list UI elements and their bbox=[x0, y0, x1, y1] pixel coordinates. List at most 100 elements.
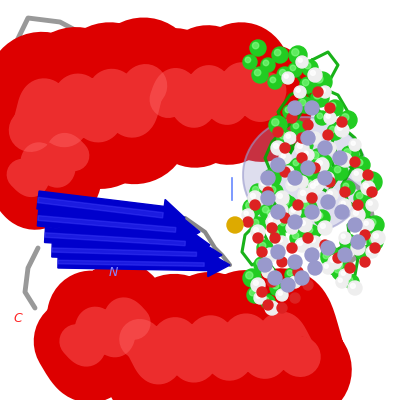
Circle shape bbox=[250, 217, 266, 233]
Circle shape bbox=[353, 210, 358, 215]
Circle shape bbox=[339, 232, 351, 244]
Circle shape bbox=[357, 247, 363, 253]
Circle shape bbox=[298, 218, 312, 232]
Circle shape bbox=[313, 87, 323, 97]
Circle shape bbox=[285, 107, 291, 113]
Circle shape bbox=[362, 172, 382, 192]
Circle shape bbox=[261, 171, 275, 185]
Circle shape bbox=[243, 269, 261, 287]
Circle shape bbox=[297, 97, 313, 113]
Circle shape bbox=[318, 141, 332, 155]
Circle shape bbox=[257, 287, 267, 297]
Circle shape bbox=[271, 158, 285, 172]
Circle shape bbox=[297, 153, 307, 163]
Circle shape bbox=[338, 278, 342, 282]
Circle shape bbox=[321, 195, 335, 209]
Circle shape bbox=[278, 158, 292, 172]
Circle shape bbox=[312, 179, 324, 191]
Circle shape bbox=[270, 77, 276, 83]
Circle shape bbox=[282, 166, 294, 178]
Circle shape bbox=[271, 228, 285, 242]
Circle shape bbox=[250, 200, 260, 210]
Circle shape bbox=[289, 46, 307, 64]
Circle shape bbox=[296, 176, 308, 188]
Circle shape bbox=[248, 191, 262, 205]
FancyArrow shape bbox=[45, 233, 185, 246]
Circle shape bbox=[339, 111, 357, 129]
Circle shape bbox=[266, 216, 278, 228]
Circle shape bbox=[268, 211, 282, 225]
Circle shape bbox=[297, 137, 313, 153]
Circle shape bbox=[320, 240, 330, 250]
Circle shape bbox=[301, 131, 315, 145]
Circle shape bbox=[350, 157, 360, 167]
Circle shape bbox=[242, 209, 254, 221]
Circle shape bbox=[291, 158, 305, 172]
Circle shape bbox=[264, 268, 268, 272]
Circle shape bbox=[266, 250, 270, 255]
Circle shape bbox=[324, 112, 336, 124]
Circle shape bbox=[289, 276, 301, 288]
Circle shape bbox=[297, 133, 307, 143]
Circle shape bbox=[273, 127, 283, 137]
Circle shape bbox=[357, 192, 363, 199]
Circle shape bbox=[283, 105, 297, 119]
Circle shape bbox=[311, 89, 329, 107]
Circle shape bbox=[299, 140, 306, 146]
Circle shape bbox=[296, 56, 308, 68]
Circle shape bbox=[310, 70, 315, 75]
Circle shape bbox=[308, 68, 322, 82]
Circle shape bbox=[279, 196, 297, 214]
Circle shape bbox=[308, 181, 322, 195]
Circle shape bbox=[277, 67, 293, 83]
Circle shape bbox=[348, 281, 362, 295]
Circle shape bbox=[252, 42, 259, 49]
Circle shape bbox=[355, 245, 369, 259]
Circle shape bbox=[311, 134, 315, 138]
Circle shape bbox=[357, 206, 363, 213]
Circle shape bbox=[319, 86, 331, 98]
Circle shape bbox=[341, 234, 345, 238]
Circle shape bbox=[354, 157, 370, 173]
Circle shape bbox=[340, 187, 350, 197]
Circle shape bbox=[263, 187, 273, 197]
Circle shape bbox=[302, 149, 314, 161]
Circle shape bbox=[307, 227, 313, 233]
Circle shape bbox=[267, 277, 277, 287]
Circle shape bbox=[280, 143, 290, 153]
Circle shape bbox=[324, 264, 328, 268]
Circle shape bbox=[302, 60, 318, 76]
Circle shape bbox=[243, 199, 261, 217]
Circle shape bbox=[279, 196, 286, 203]
FancyArrow shape bbox=[38, 197, 163, 218]
FancyArrow shape bbox=[37, 191, 185, 231]
Circle shape bbox=[278, 206, 282, 210]
Circle shape bbox=[339, 199, 351, 211]
Circle shape bbox=[338, 153, 352, 167]
Circle shape bbox=[290, 170, 306, 186]
Circle shape bbox=[303, 166, 321, 184]
FancyArrow shape bbox=[38, 216, 176, 232]
Circle shape bbox=[337, 126, 342, 130]
Circle shape bbox=[291, 278, 295, 282]
Circle shape bbox=[243, 55, 257, 69]
Circle shape bbox=[314, 92, 321, 99]
Circle shape bbox=[295, 238, 309, 252]
Circle shape bbox=[261, 58, 275, 72]
Circle shape bbox=[274, 144, 278, 148]
Circle shape bbox=[272, 47, 288, 63]
Circle shape bbox=[281, 154, 285, 158]
Circle shape bbox=[254, 292, 266, 304]
Circle shape bbox=[369, 219, 376, 226]
Circle shape bbox=[326, 144, 330, 148]
Circle shape bbox=[288, 224, 292, 228]
Circle shape bbox=[290, 230, 306, 246]
Circle shape bbox=[268, 271, 282, 285]
Circle shape bbox=[305, 248, 319, 262]
Circle shape bbox=[254, 70, 261, 76]
Circle shape bbox=[306, 169, 313, 176]
Circle shape bbox=[341, 271, 345, 275]
Circle shape bbox=[371, 231, 385, 245]
Circle shape bbox=[315, 75, 323, 83]
Circle shape bbox=[309, 132, 321, 144]
